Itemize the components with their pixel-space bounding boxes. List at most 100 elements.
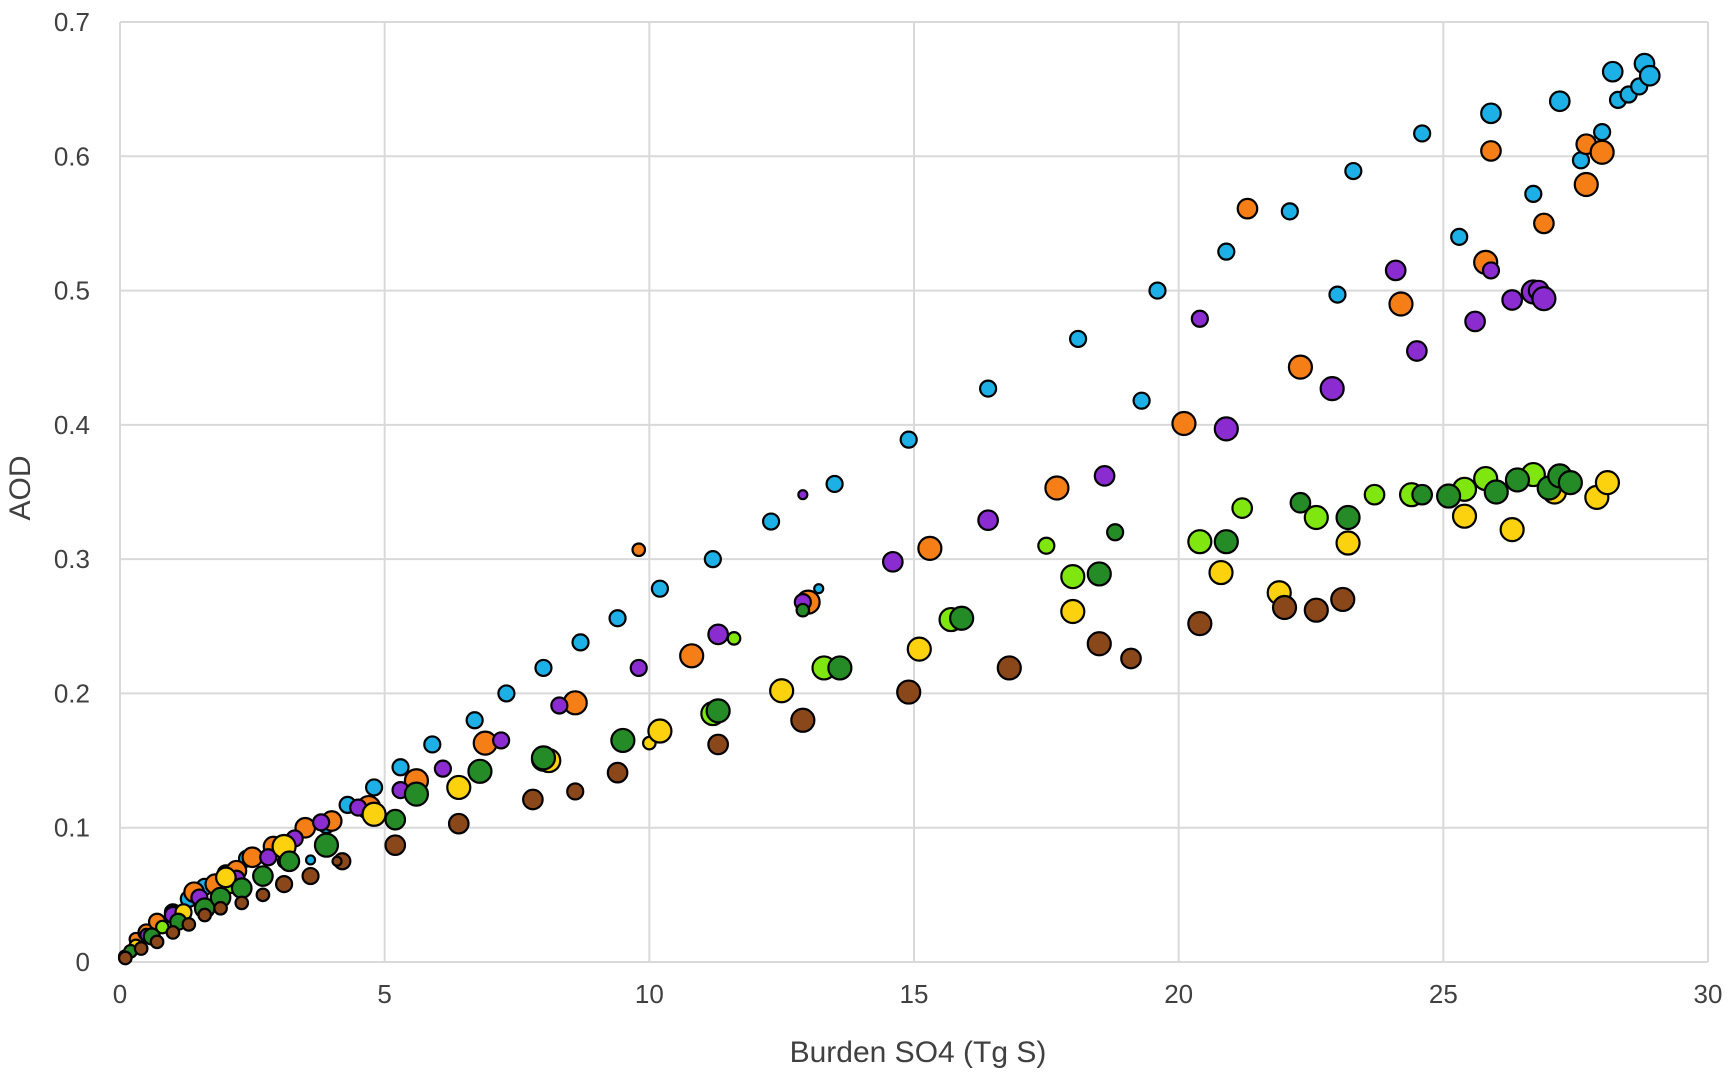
data-point-darkgreen [403, 781, 430, 807]
data-point-darkgreen [949, 605, 975, 631]
data-point-orange [631, 542, 647, 558]
data-point-purple [1384, 259, 1407, 282]
data-point-cyan [703, 550, 722, 569]
data-point-darkgreen [1106, 523, 1125, 542]
data-point-yellow [1335, 530, 1361, 556]
data-point-darkgreen [827, 655, 853, 681]
data-point-purple [629, 658, 648, 678]
data-point-yellow [1451, 503, 1478, 529]
data-point-brown [447, 812, 470, 835]
data-point-purple [1531, 286, 1557, 312]
data-point-darkgreen [1086, 561, 1112, 587]
data-point-cyan [1548, 90, 1571, 113]
data-point-brown [117, 950, 133, 966]
data-point-orange [917, 535, 943, 562]
data-point-cyan [1068, 329, 1088, 349]
data-point-cyan [1344, 161, 1363, 181]
data-point-brown [133, 941, 149, 956]
data-point-cyan [1480, 102, 1502, 125]
x-tick-label: 15 [900, 979, 929, 1009]
data-point-cyan [1413, 124, 1432, 143]
data-point-brown [996, 655, 1022, 681]
data-point-lightgreen [726, 631, 742, 646]
data-point-lightgreen [1303, 504, 1329, 531]
tick-labels: 0 5 10 15 20 25 30 0 0.1 0.2 0.3 0.4 0.5 0.6 0.7 [54, 7, 1723, 1009]
data-point-purple [550, 696, 569, 715]
data-point-darkgreen [1483, 479, 1509, 505]
data-point-cyan [304, 854, 317, 866]
data-point-darkgreen [230, 877, 253, 899]
data-point-cyan [650, 579, 670, 598]
data-point-brown [707, 733, 729, 756]
data-point-cyan [1524, 184, 1543, 203]
data-point-darkgreen [1504, 467, 1531, 493]
x-tick-label: 10 [635, 979, 664, 1009]
data-point-darkgreen [384, 808, 407, 831]
data-point-brown [606, 761, 629, 784]
data-point-yellow [1208, 559, 1234, 586]
data-point-cyan [1450, 227, 1469, 246]
data-point-lightgreen [1060, 563, 1086, 590]
data-point-darkgreen [610, 727, 636, 754]
data-point-cyan [1638, 64, 1661, 87]
data-point-darkgreen [795, 602, 811, 618]
data-point-purple [1190, 309, 1209, 328]
y-tick-label: 0 [76, 947, 90, 977]
data-point-brown [790, 707, 816, 733]
data-point-cyan [899, 430, 918, 449]
data-point-cyan [391, 758, 410, 777]
data-point-cyan [761, 512, 781, 531]
data-point-orange [1044, 475, 1070, 501]
data-point-orange [1388, 291, 1414, 317]
data-point-cyan [534, 658, 553, 678]
data-point-darkgreen [1411, 483, 1434, 506]
data-point-darkgreen [1289, 491, 1312, 514]
data-point-brown [566, 782, 585, 801]
data-point-orange [679, 643, 705, 669]
data-point-cyan [825, 474, 844, 494]
y-tick-label: 0.3 [54, 544, 90, 574]
data-point-purple [1481, 261, 1501, 280]
data-point-cyan [608, 609, 627, 628]
data-point-yellow [1499, 516, 1525, 543]
data-point-brown [274, 875, 294, 894]
data-point-yellow [906, 636, 932, 662]
data-point-brown [255, 887, 271, 903]
data-point-brown [1271, 594, 1298, 621]
data-point-darkgreen [252, 865, 274, 887]
data-point-purple [1501, 289, 1523, 311]
data-point-orange [1287, 354, 1314, 380]
data-point-cyan [571, 633, 590, 652]
data-point-purple [881, 550, 904, 573]
data-point-orange [1573, 171, 1599, 198]
x-tick-label: 25 [1429, 979, 1458, 1009]
data-point-cyan [1217, 242, 1236, 261]
y-tick-label: 0.2 [54, 678, 90, 708]
data-point-cyan [423, 735, 442, 754]
data-point-brown [1086, 631, 1112, 657]
data-point-brown [181, 917, 197, 932]
data-point-yellow [1060, 598, 1086, 625]
data-point-darkgreen [1213, 529, 1239, 555]
data-point-brown [522, 788, 544, 811]
data-point-purple [492, 731, 511, 750]
data-point-cyan [497, 684, 516, 703]
data-point-purple [259, 848, 278, 867]
data-point-purple [977, 509, 999, 532]
x-tick-label: 20 [1164, 979, 1193, 1009]
data-point-orange [1480, 140, 1502, 162]
data-point-yellow [647, 718, 673, 744]
data-point-cyan [813, 583, 825, 595]
data-point-orange [1236, 197, 1259, 220]
data-points [117, 52, 1661, 966]
data-point-yellow [769, 678, 795, 704]
axes [119, 22, 1708, 963]
data-point-lightgreen [1187, 529, 1213, 555]
data-point-cyan [1601, 60, 1624, 83]
x-axis-title: Burden SO4 (Tg S) [790, 1036, 1047, 1069]
data-point-yellow [1594, 470, 1621, 496]
data-point-brown [896, 679, 922, 705]
data-point-cyan [465, 711, 484, 730]
x-tick-label: 5 [377, 979, 391, 1009]
